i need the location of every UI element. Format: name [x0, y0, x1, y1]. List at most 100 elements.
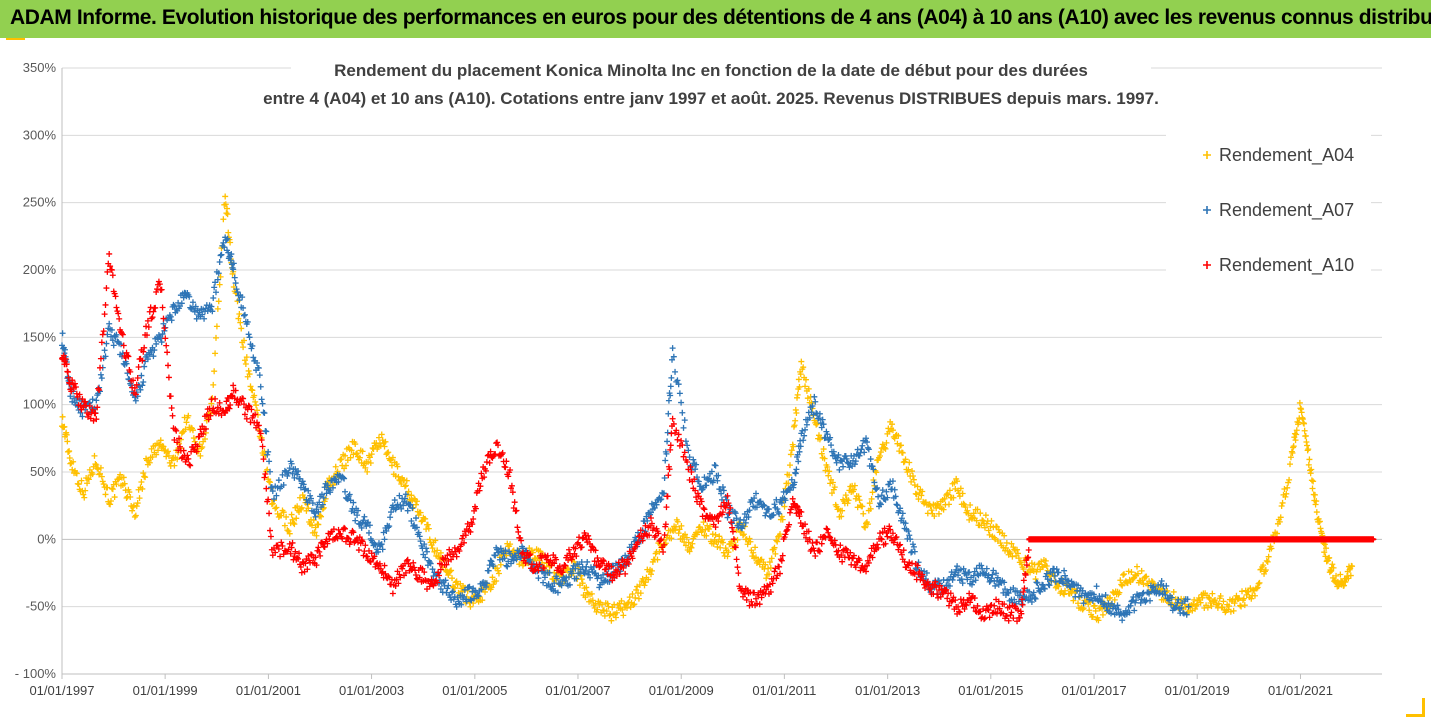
data-point-marker — [865, 446, 872, 453]
data-point-marker — [1034, 579, 1041, 586]
data-point-marker — [305, 505, 312, 512]
data-point-marker — [100, 328, 107, 335]
data-point-marker — [822, 467, 829, 474]
data-point-marker — [667, 442, 674, 449]
data-point-marker — [303, 496, 310, 503]
data-point-marker — [255, 365, 262, 371]
data-point-marker — [189, 427, 196, 434]
data-point-marker — [733, 556, 740, 563]
data-point-marker — [362, 464, 369, 471]
data-point-marker — [312, 513, 319, 520]
data-point-marker — [686, 548, 693, 555]
data-point-marker — [582, 594, 589, 601]
data-point-marker — [949, 576, 956, 583]
data-point-marker — [826, 533, 833, 540]
data-point-marker — [624, 556, 631, 563]
data-point-marker — [69, 398, 76, 405]
data-point-marker — [1048, 577, 1055, 584]
data-point-marker — [615, 559, 622, 566]
data-point-marker — [127, 368, 134, 375]
data-point-marker — [230, 266, 237, 273]
data-point-marker — [167, 393, 174, 400]
frame-corner-bottom-right — [1406, 698, 1425, 717]
data-point-marker — [1306, 456, 1313, 463]
data-point-marker — [432, 537, 439, 544]
data-point-marker — [536, 561, 543, 568]
data-point-marker — [679, 409, 686, 416]
data-point-marker — [507, 550, 514, 557]
data-point-marker — [477, 483, 484, 490]
data-point-marker — [1264, 558, 1271, 565]
data-point-marker — [654, 556, 661, 563]
data-point-marker — [778, 500, 785, 507]
data-point-marker — [876, 453, 883, 460]
data-point-marker — [97, 464, 104, 471]
data-point-marker — [786, 462, 793, 469]
x-tick-label: 01/01/2015 — [958, 683, 1023, 698]
data-point-marker — [79, 413, 86, 420]
data-point-marker — [111, 494, 118, 501]
data-point-marker — [236, 297, 243, 304]
data-point-marker — [1255, 580, 1262, 587]
data-point-marker — [189, 299, 196, 306]
data-point-marker — [961, 605, 968, 612]
data-point-marker — [826, 468, 833, 475]
data-point-marker — [863, 435, 870, 442]
data-point-marker — [799, 427, 806, 434]
data-point-marker — [1080, 600, 1087, 607]
data-point-marker — [1290, 443, 1297, 450]
data-point-marker — [165, 362, 172, 369]
data-point-marker — [1042, 557, 1049, 564]
data-point-marker — [402, 491, 409, 498]
data-point-marker — [1014, 550, 1021, 557]
data-point-marker — [893, 501, 900, 508]
data-point-marker — [954, 478, 961, 485]
data-point-marker — [266, 510, 273, 517]
data-point-marker — [232, 387, 239, 394]
data-point-marker — [856, 557, 863, 564]
data-point-marker — [1283, 490, 1290, 497]
data-point-marker — [258, 436, 265, 443]
data-point-marker — [73, 470, 80, 477]
data-point-marker — [1341, 582, 1348, 589]
data-point-marker — [365, 519, 372, 526]
data-point-marker — [859, 503, 866, 510]
data-point-marker — [151, 347, 158, 354]
data-point-marker — [375, 434, 382, 441]
data-point-marker — [1128, 598, 1135, 605]
data-point-marker — [1055, 583, 1062, 590]
data-point-marker — [478, 586, 485, 593]
data-point-marker — [304, 566, 311, 573]
data-point-marker — [752, 595, 759, 602]
data-point-marker — [718, 490, 725, 497]
data-point-marker — [500, 550, 507, 557]
data-point-marker — [859, 442, 866, 449]
data-point-marker — [167, 313, 174, 320]
data-point-marker — [795, 458, 802, 465]
data-point-marker — [413, 524, 420, 531]
data-point-marker — [554, 575, 561, 582]
data-point-marker — [1134, 563, 1141, 570]
data-point-marker — [653, 501, 660, 508]
data-point-marker — [97, 371, 104, 378]
data-point-marker — [261, 410, 268, 417]
data-point-marker — [952, 597, 959, 604]
data-point-marker — [661, 490, 668, 497]
data-point-marker — [889, 486, 896, 493]
data-point-marker — [350, 499, 357, 506]
data-point-marker — [758, 594, 765, 601]
data-point-marker — [75, 481, 82, 488]
data-point-marker — [354, 539, 361, 546]
data-point-marker — [1114, 602, 1121, 609]
data-point-marker — [865, 559, 872, 566]
data-point-marker — [630, 601, 637, 608]
data-point-marker — [89, 471, 96, 478]
data-point-marker — [900, 547, 907, 554]
data-point-marker — [943, 586, 950, 593]
data-point-marker — [648, 571, 655, 578]
data-point-marker — [950, 494, 957, 501]
data-point-marker — [1231, 600, 1238, 607]
data-point-marker — [873, 486, 880, 493]
data-point-marker — [139, 357, 146, 364]
data-point-marker — [811, 393, 818, 400]
